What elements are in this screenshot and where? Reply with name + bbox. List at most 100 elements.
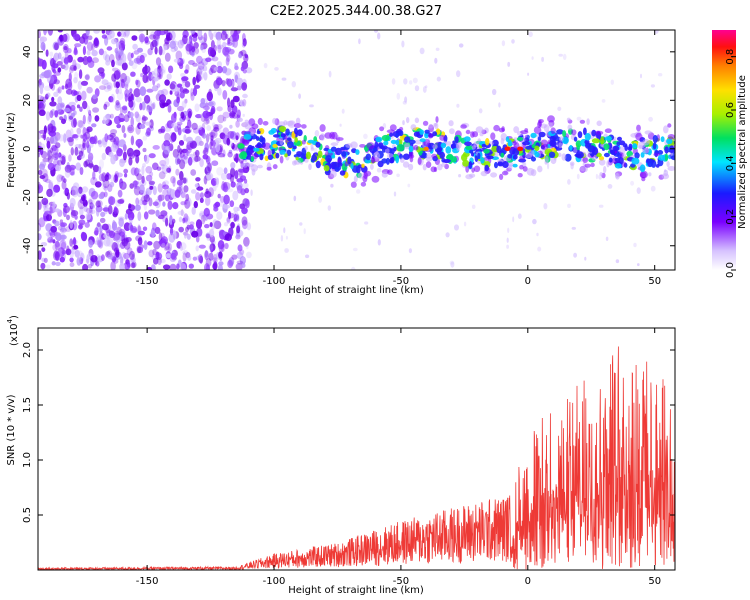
noise-blob [155, 57, 162, 66]
noise-blob [102, 178, 110, 189]
noise-blob [165, 253, 172, 259]
noise-blob [193, 201, 198, 209]
speckle-blob [458, 174, 462, 178]
noise-blob [38, 152, 41, 158]
signal-blob [496, 145, 502, 154]
noise-blob [60, 235, 65, 241]
noise-blob [111, 242, 118, 251]
noise-blob [223, 194, 230, 205]
speckle-blob [522, 161, 526, 168]
noise-blob [210, 247, 214, 253]
noise-blob [70, 147, 75, 156]
noise-blob [172, 148, 180, 158]
noise-blob [200, 214, 206, 225]
noise-blob [182, 177, 187, 184]
noise-blob [165, 217, 169, 227]
noise-blob [98, 166, 102, 174]
signal-blob [595, 130, 604, 135]
noise-blob [48, 150, 56, 155]
noise-blob [205, 196, 211, 206]
noise-blob [94, 227, 99, 236]
noise-blob [216, 38, 221, 48]
noise-blob [110, 93, 115, 103]
noise-blob [77, 56, 84, 63]
noise-blob [129, 183, 134, 189]
noise-blob [167, 243, 172, 252]
noise-blob [54, 220, 60, 227]
noise-blob [43, 30, 48, 34]
signal-blob [622, 143, 628, 148]
signal-blob [653, 152, 661, 157]
signal-blob [501, 126, 505, 132]
noise-blob [94, 75, 102, 83]
noise-blob [46, 92, 51, 98]
noise-blob [102, 183, 107, 190]
noise-blob [116, 69, 121, 80]
colorbar-tick-label: 0.8 [725, 49, 736, 65]
speckle-blob [601, 99, 606, 103]
noise-blob [117, 199, 125, 204]
signal-blob [272, 117, 278, 125]
signal-blob [619, 152, 624, 159]
speckle-blob [458, 43, 464, 48]
signal-blob [499, 173, 504, 180]
noise-blob [176, 158, 181, 165]
noise-blob [195, 235, 200, 243]
signal-blob [247, 144, 253, 150]
noise-blob [110, 154, 116, 165]
speckle-blob [610, 79, 614, 85]
noise-blob [184, 98, 188, 104]
noise-blob [145, 174, 153, 182]
noise-blob [194, 47, 200, 55]
noise-blob [80, 80, 89, 86]
noise-blob [43, 30, 47, 36]
signal-blob [538, 131, 546, 138]
noise-blob [216, 106, 223, 112]
noise-blob [91, 57, 99, 64]
noise-blob [176, 179, 183, 186]
signal-blob [576, 145, 580, 151]
noise-blob [46, 264, 51, 269]
signal-blob [277, 121, 286, 127]
noise-blob [106, 46, 113, 51]
noise-blob [97, 239, 102, 248]
speckle-blob [240, 56, 245, 59]
noise-blob [204, 106, 210, 111]
noise-blob [237, 117, 243, 123]
speckle-blob [506, 244, 509, 249]
speckle-blob [377, 32, 381, 40]
noise-blob [160, 163, 165, 170]
noise-blob [216, 61, 222, 68]
signal-blob [414, 117, 420, 124]
noise-blob [124, 213, 128, 220]
noise-blob [56, 102, 62, 113]
noise-blob [104, 54, 110, 63]
noise-blob [106, 85, 112, 90]
signal-blob [547, 115, 555, 123]
noise-blob [196, 55, 203, 64]
snr-ticks: -150 -100 -50 0 50 0.5 1.0 1.5 2.0 [22, 328, 675, 587]
noise-blob [96, 207, 100, 217]
noise-blob [38, 30, 41, 39]
noise-blob [137, 47, 143, 53]
noise-blob [96, 237, 100, 243]
signal-blob [395, 133, 399, 139]
noise-blob [53, 79, 60, 85]
signal-blob [483, 148, 490, 154]
noise-blob [230, 221, 235, 229]
noise-blob [55, 233, 62, 242]
signal-blob [663, 125, 669, 134]
noise-blob [41, 247, 46, 253]
noise-blob [40, 41, 46, 51]
signal-blob [639, 171, 647, 179]
noise-blob [133, 88, 141, 98]
noise-blob [177, 105, 185, 112]
signal-blob [304, 146, 308, 151]
noise-blob [150, 227, 156, 238]
noise-blob [121, 235, 125, 245]
signal-blob [618, 157, 624, 165]
noise-blob [215, 77, 223, 86]
noise-blob [146, 266, 153, 270]
signal-blob [256, 136, 260, 141]
noise-blob [149, 119, 154, 129]
